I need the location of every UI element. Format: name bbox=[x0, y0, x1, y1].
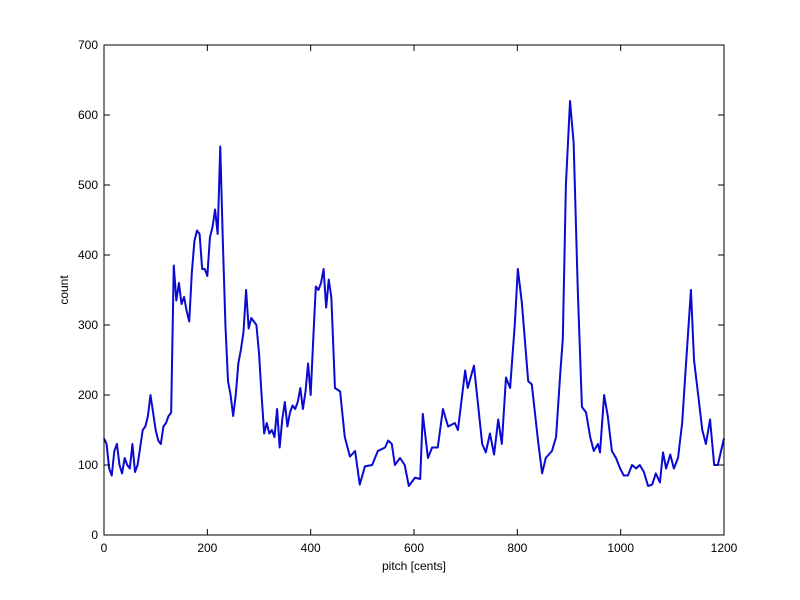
x-tick-label: 1000 bbox=[607, 541, 634, 555]
y-tick-label: 500 bbox=[78, 178, 98, 192]
y-tick-label: 600 bbox=[78, 108, 98, 122]
x-tick-label: 200 bbox=[197, 541, 217, 555]
data-line bbox=[103, 100, 725, 487]
y-axis-label: count bbox=[57, 275, 71, 305]
y-tick-label: 400 bbox=[78, 248, 98, 262]
x-tick-label: 600 bbox=[404, 541, 424, 555]
x-tick-label: 800 bbox=[507, 541, 527, 555]
y-tick-label: 200 bbox=[78, 388, 98, 402]
x-axis-label: pitch [cents] bbox=[382, 559, 446, 573]
y-tick-label: 100 bbox=[78, 458, 98, 472]
x-tick-label: 0 bbox=[101, 541, 108, 555]
x-tick-label: 1200 bbox=[711, 541, 738, 555]
x-tick-label: 400 bbox=[301, 541, 321, 555]
y-tick-label: 700 bbox=[78, 38, 98, 52]
y-tick-label: 0 bbox=[91, 528, 98, 542]
y-tick-label: 300 bbox=[78, 318, 98, 332]
